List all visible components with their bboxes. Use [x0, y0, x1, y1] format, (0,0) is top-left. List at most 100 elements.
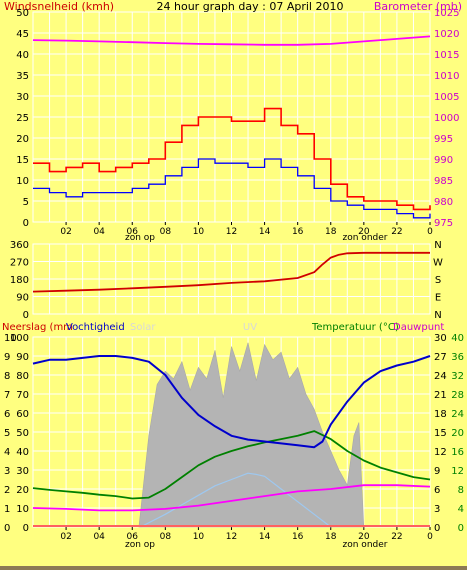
humidity-line: [32, 355, 431, 449]
uv-tick-label: 6: [434, 485, 440, 496]
compass-label: N: [434, 310, 441, 321]
rain-tick-label: 1: [4, 504, 10, 515]
wind-tick-label: 40: [16, 50, 29, 61]
wind-tick-label: 50: [16, 8, 29, 19]
wind-tick-label: 0: [23, 218, 29, 229]
humidity-tick-label: 20: [16, 485, 29, 496]
uv-tick-label: 15: [434, 428, 447, 439]
uv-tick-label: 24: [434, 371, 447, 382]
direction-tick-label: 0: [23, 310, 29, 321]
dewpoint-line: [32, 484, 431, 512]
direction-grid: [33, 244, 430, 314]
wind-gust-line: [33, 107, 431, 211]
wind-average-line: [33, 158, 431, 219]
direction-tick-label: 360: [10, 240, 29, 251]
x-tick-label: 18: [325, 532, 337, 542]
wind-tick-label: 5: [23, 197, 29, 208]
temperature-tick-label: 36: [451, 352, 464, 363]
temperature-line: [32, 430, 431, 500]
uv-tick-label: 18: [434, 409, 447, 420]
barometer-tick-label: 1025: [434, 8, 459, 19]
humidity-tick-label: 0: [23, 523, 29, 534]
uv-tick-label: 0: [434, 523, 440, 534]
temperature-tick-label: 0: [458, 523, 464, 534]
x-tick-label: 16: [292, 227, 304, 237]
x-tick-label: 22: [391, 227, 402, 237]
x-tick-label: 10: [193, 532, 205, 542]
wind-tick-label: 30: [16, 92, 29, 103]
x-tick-label: 20: [358, 227, 370, 237]
direction-series: [32, 251, 430, 293]
wind-tick-label: 20: [16, 134, 29, 145]
x-tick-label: 06: [127, 227, 139, 237]
uv-tick-label: 12: [434, 447, 447, 458]
barometer-tick-label: 1020: [434, 29, 459, 40]
direction-tick-label: 180: [10, 275, 29, 286]
wind-tick-label: 45: [16, 29, 29, 40]
humidity-tick-label: 90: [16, 352, 29, 363]
sunset-label-top: zon onder: [343, 233, 388, 243]
humidity-tick-label: 100: [10, 333, 29, 344]
sunrise-label-top: zon op: [125, 233, 155, 243]
temperature-tick-label: 16: [451, 447, 464, 458]
humidity-tick-label: 30: [16, 466, 29, 477]
x-tick-label: 06: [127, 532, 139, 542]
uv-tick-label: 9: [434, 466, 440, 477]
rain-tick-label: 4: [4, 447, 10, 458]
barometer-tick-label: 985: [434, 176, 453, 187]
wind-direction-line: [32, 251, 430, 293]
x-tick-label: 0: [427, 227, 433, 237]
barometer-tick-label: 995: [434, 134, 453, 145]
humidity-axis-title: Vochtigheid: [66, 322, 125, 333]
wind-tick-label: 10: [16, 176, 29, 187]
uv-tick-label: 3: [434, 504, 440, 515]
x-tick-label: 14: [259, 532, 271, 542]
x-tick-label: 04: [93, 532, 105, 542]
sunrise-label-bottom: zon op: [125, 540, 155, 550]
x-tick-label: 10: [193, 227, 205, 237]
x-tick-label: 22: [391, 532, 402, 542]
wind-tick-label: 15: [16, 155, 29, 166]
rain-tick-label: 3: [4, 466, 10, 477]
humidity-tick-label: 50: [16, 428, 29, 439]
x-tick-label: 14: [259, 227, 271, 237]
temperature-tick-label: 4: [458, 504, 464, 515]
barometer-line: [32, 35, 431, 46]
wind-ticks: 02 04 06 08 10 12 14 16 18 20 22 005101520253035404…: [16, 8, 459, 237]
x-tick-label: 12: [226, 532, 237, 542]
uv-tick-label: 21: [434, 390, 447, 401]
rain-tick-label: 2: [4, 485, 10, 496]
rain-tick-label: 6: [4, 409, 10, 420]
humidity-tick-label: 80: [16, 371, 29, 382]
x-tick-label: 20: [358, 532, 370, 542]
humidity-tick-label: 40: [16, 447, 29, 458]
uv-tick-label: 27: [434, 352, 447, 363]
rain-tick-label: 5: [4, 428, 10, 439]
compass-label: W: [433, 258, 443, 269]
uv-line: [140, 472, 332, 528]
barometer-tick-label: 1000: [434, 113, 459, 124]
barometer-tick-label: 990: [434, 155, 453, 166]
rain-tick-label: 9: [4, 352, 10, 363]
compass-label: E: [435, 293, 441, 304]
temperature-tick-label: 32: [451, 371, 464, 382]
rain-tick-label: 0: [4, 523, 10, 534]
barometer-tick-label: 975: [434, 218, 453, 229]
solar-axis-title: Solar: [130, 322, 156, 333]
x-tick-label: 0: [427, 532, 433, 542]
barometer-tick-label: 1005: [434, 92, 459, 103]
temperature-tick-label: 40: [451, 333, 464, 344]
compass-label: S: [435, 275, 441, 286]
temperature-tick-label: 28: [451, 390, 464, 401]
rain-axis-title: Neerslag (mm: [2, 322, 73, 333]
climate-series: [32, 342, 431, 528]
x-tick-label: 02: [60, 227, 71, 237]
wind-series: [32, 35, 431, 219]
temperature-tick-label: 24: [451, 409, 464, 420]
wind-axis-title: Windsnelheid (kmh): [4, 0, 114, 13]
humidity-tick-label: 70: [16, 390, 29, 401]
wind-tick-label: 25: [16, 113, 29, 124]
barometer-tick-label: 1015: [434, 50, 459, 61]
temperature-axis-title: Temperatuur (°C): [311, 322, 399, 333]
